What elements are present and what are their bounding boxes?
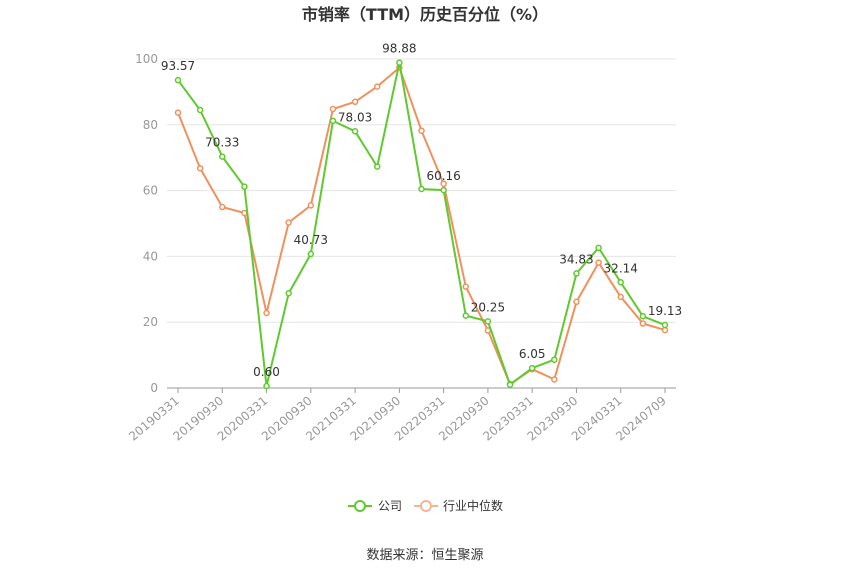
series-1-point	[661, 326, 669, 334]
legend[interactable]: 公司 行业中位数	[348, 498, 503, 513]
series-group	[174, 59, 669, 390]
series-0-point	[528, 364, 536, 372]
series-0-point	[174, 76, 182, 84]
series-0-point	[396, 59, 403, 66]
series-0-point	[661, 321, 669, 329]
legend-marker-industry	[420, 500, 432, 512]
series-0-point	[285, 289, 292, 297]
series-1-point	[462, 283, 470, 290]
y-tick-label: 60	[143, 184, 158, 198]
chart-title: 市销率（TTM）历史百分位（%）	[302, 5, 548, 24]
data-label: 60.16	[426, 169, 460, 183]
series-0-point	[551, 356, 558, 363]
series-1-point	[307, 202, 315, 209]
series-1-point	[573, 298, 580, 306]
series-0-point	[440, 186, 447, 194]
series-1-point	[351, 98, 359, 106]
data-label: 6.05	[519, 347, 546, 361]
x-axis: 2019033120190930202003312020093020210331…	[126, 387, 676, 444]
series-0-point	[462, 312, 470, 319]
series-0-point	[595, 244, 602, 252]
data-label: 98.88	[382, 42, 416, 56]
series-0-point	[418, 185, 425, 193]
data-label: 19.13	[648, 304, 682, 318]
data-label: 32.14	[604, 261, 638, 275]
legend-marker-company	[354, 500, 366, 512]
series-0-point	[484, 318, 492, 325]
series-1-point	[551, 376, 558, 383]
series-0-point	[196, 106, 204, 114]
data-label: 93.57	[161, 59, 195, 73]
y-tick-label: 100	[135, 52, 158, 66]
series-0-point	[639, 313, 647, 320]
y-tick-label: 40	[143, 249, 158, 263]
series-line-0	[177, 61, 666, 387]
series-1-point	[639, 320, 647, 327]
series-1-point	[595, 259, 602, 266]
legend-label-industry[interactable]: 行业中位数	[443, 498, 503, 513]
data-label: 0.60	[253, 365, 280, 379]
series-0-point	[373, 163, 381, 170]
data-label: 70.33	[205, 136, 239, 150]
series-0-point	[329, 117, 337, 125]
data-label: 78.03	[338, 110, 372, 124]
data-label: 20.25	[471, 300, 505, 314]
series-0-point	[617, 279, 624, 286]
series-1-point	[329, 105, 337, 113]
data-source: 数据来源：恒生聚源	[366, 548, 483, 563]
y-tick-label: 20	[143, 315, 158, 329]
series-1-point	[219, 203, 226, 211]
series-1-point	[373, 83, 381, 90]
series-1-point	[617, 293, 624, 301]
series-0-point	[241, 183, 248, 190]
y-axis: 0 20 40 60 80 100	[135, 52, 158, 395]
series-1-point	[285, 219, 292, 226]
y-tick-label: 80	[143, 118, 158, 132]
data-label: 34.83	[559, 252, 593, 266]
series-1-point	[196, 164, 204, 172]
series-1-point	[174, 109, 182, 116]
series-0-point	[573, 270, 580, 277]
series-0-point	[351, 128, 359, 135]
series-1-point	[440, 180, 447, 187]
series-0-point	[263, 382, 270, 390]
series-0-point	[307, 250, 315, 258]
data-labels: 93.57 70.33 0.60 40.73 78.03 98.88 60.16 20.25 6…	[161, 42, 682, 379]
legend-label-company[interactable]: 公司	[378, 499, 402, 513]
series-1-point	[418, 127, 425, 134]
series-line-1	[177, 66, 666, 386]
series-0-point	[506, 381, 514, 388]
data-label: 40.73	[294, 233, 328, 247]
y-tick-label: 0	[150, 381, 158, 395]
series-0-point	[219, 153, 226, 160]
series-1-point	[263, 309, 270, 317]
